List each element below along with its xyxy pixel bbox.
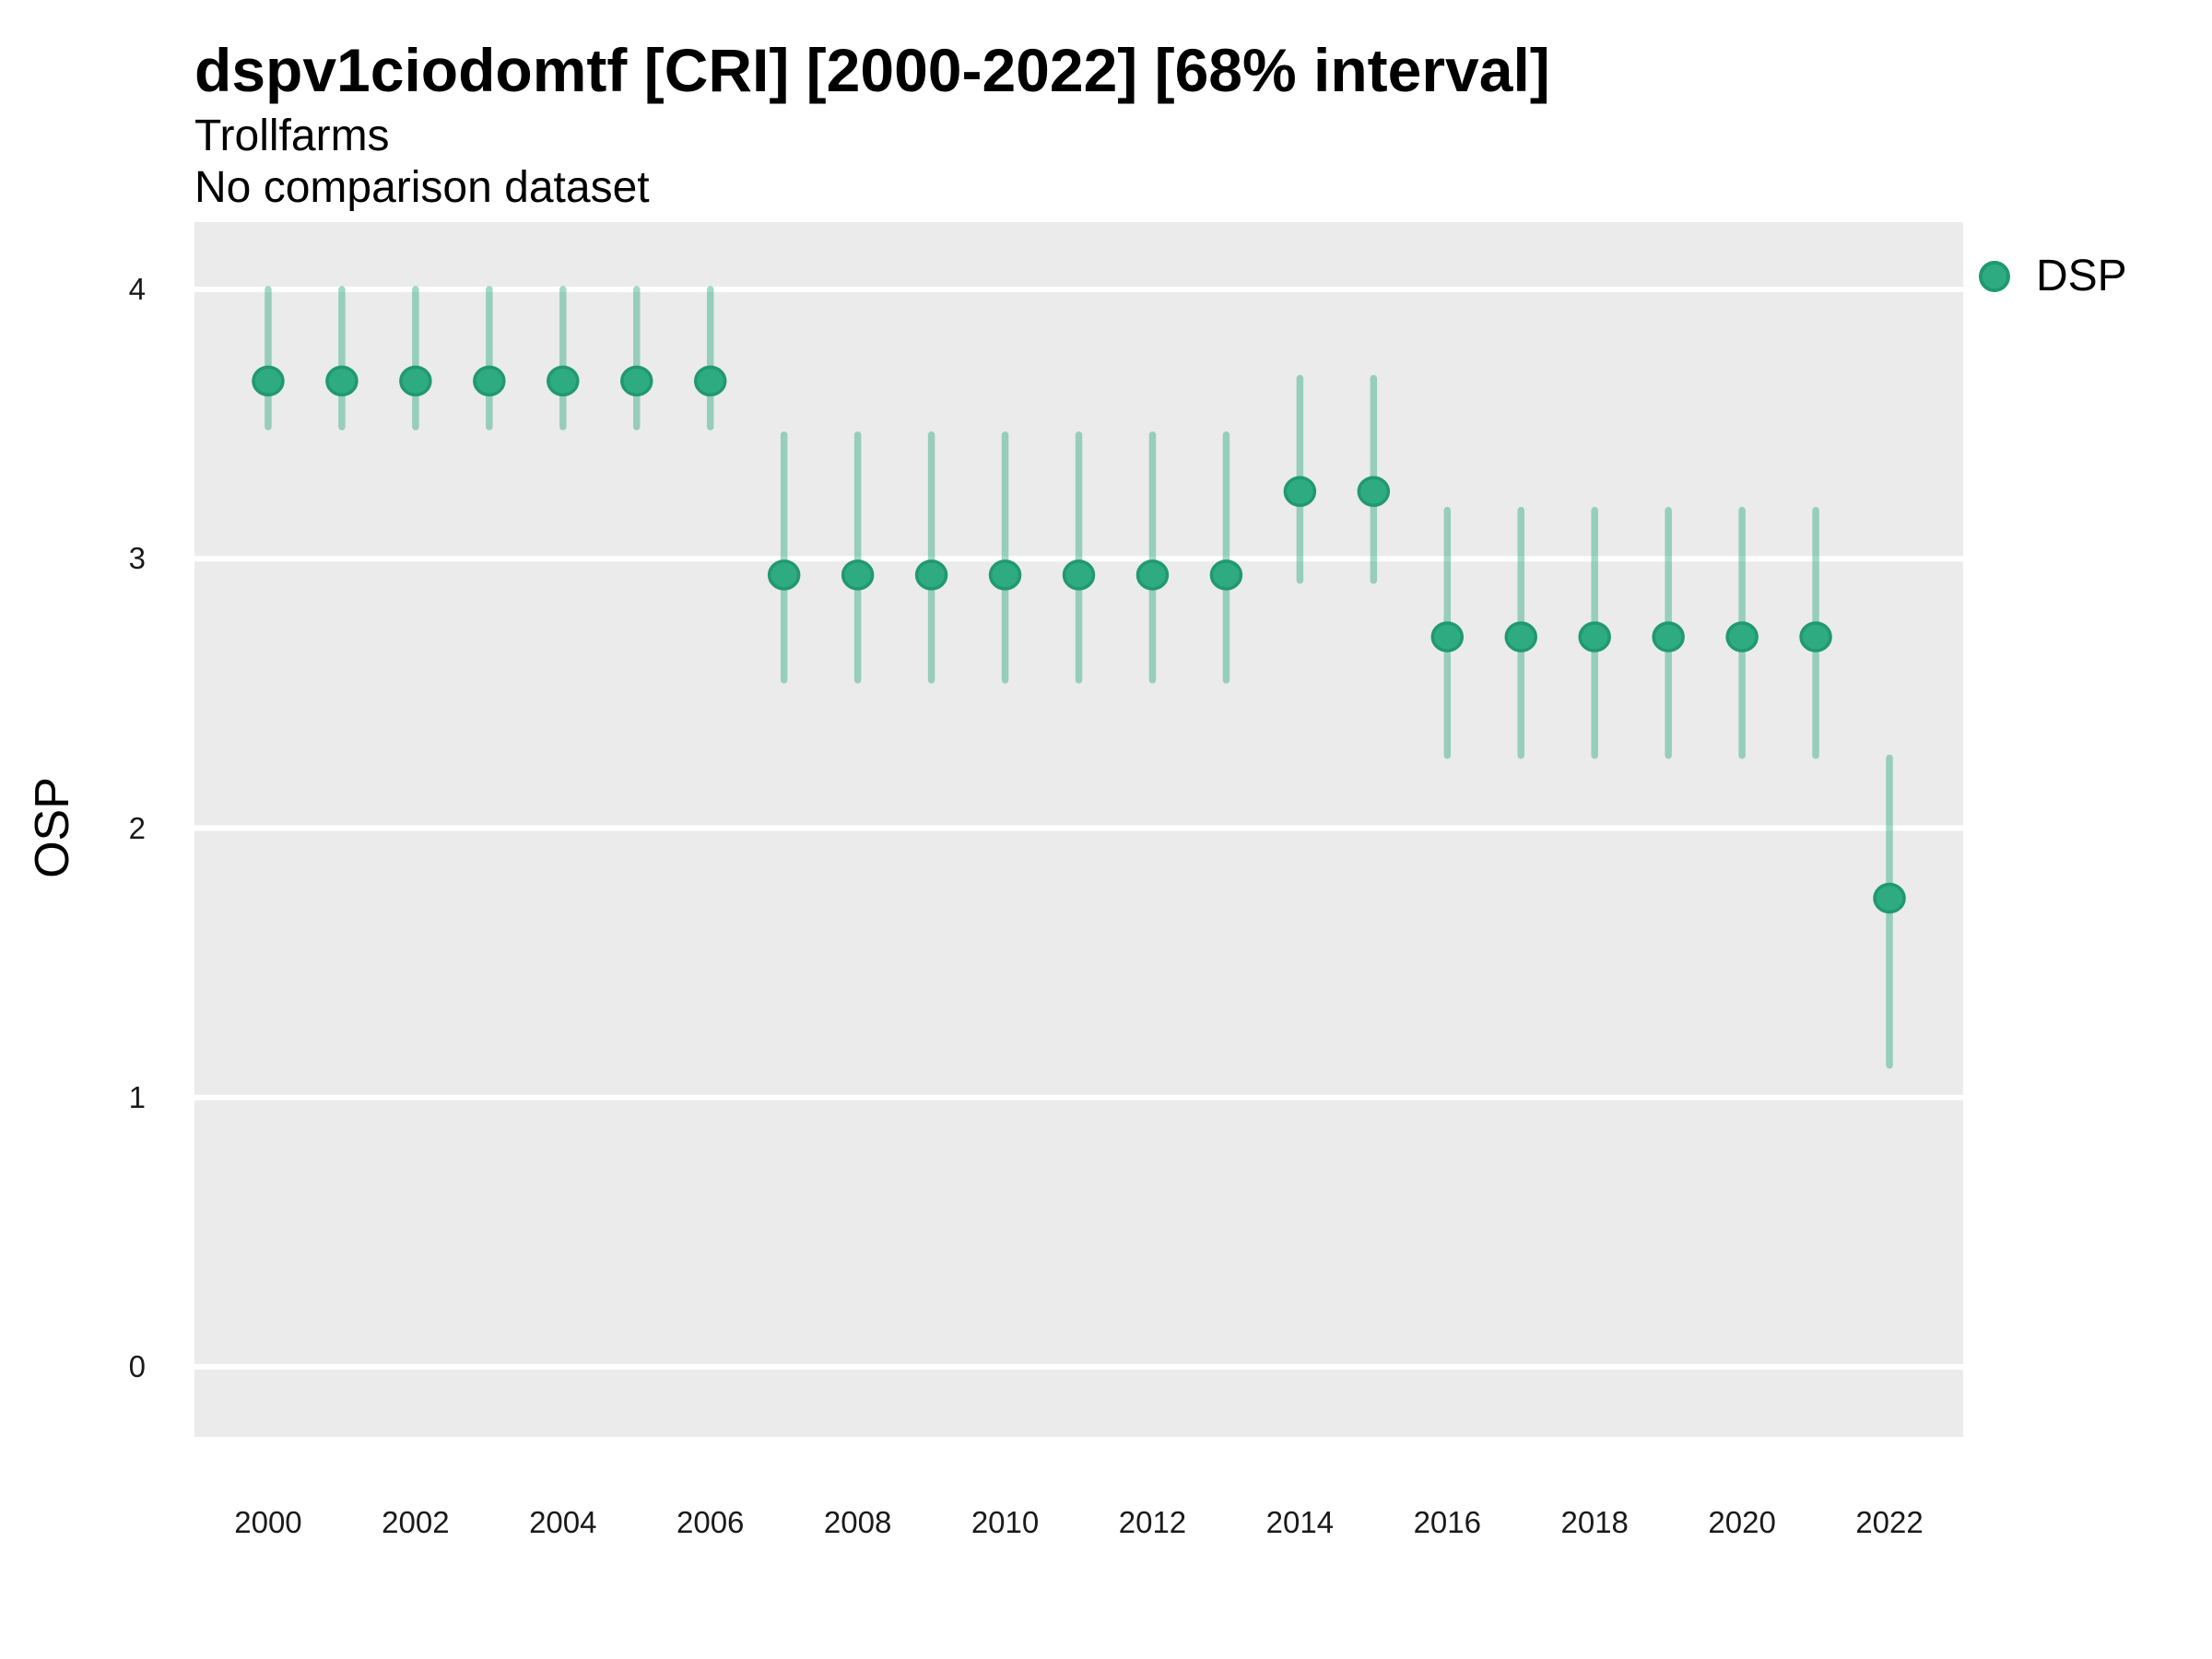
x-tick-label-2006: 2006 [676, 1505, 745, 1539]
data-point-2022 [1873, 882, 1906, 914]
data-point-2003 [473, 365, 506, 397]
y-tick-label-1: 1 [128, 1079, 146, 1114]
x-tick-label-2000: 2000 [234, 1505, 302, 1539]
data-point-2017 [1504, 621, 1537, 653]
data-point-2004 [547, 365, 580, 397]
data-point-2007 [767, 559, 801, 591]
data-point-2015 [1357, 476, 1391, 507]
data-point-2010 [988, 559, 1022, 591]
x-tick-label-2012: 2012 [1118, 1505, 1187, 1539]
data-point-2001 [325, 365, 359, 397]
data-point-2014 [1283, 476, 1317, 507]
data-point-2013 [1209, 559, 1243, 591]
y-tick-label-4: 4 [128, 272, 146, 307]
data-point-2016 [1430, 621, 1465, 653]
legend-point-icon [1979, 261, 2010, 292]
x-tick-label-2018: 2018 [1560, 1505, 1629, 1539]
x-tick-label-2008: 2008 [823, 1505, 892, 1539]
y-tick-label-3: 3 [128, 541, 146, 576]
x-tick-label-2020: 2020 [1708, 1505, 1776, 1539]
data-point-2009 [914, 559, 948, 591]
data-point-2011 [1062, 559, 1096, 591]
data-point-2002 [399, 365, 432, 397]
chart-subtitle: Trollfarms [194, 112, 390, 160]
chart-title: dspv1ciodomtf [CRI] [2000-2022] [68% int… [194, 36, 1550, 104]
data-point-2008 [841, 559, 875, 591]
plot-panel [194, 222, 1963, 1437]
data-point-2018 [1578, 621, 1611, 653]
data-point-2000 [252, 365, 285, 397]
y-tick-label-0: 0 [128, 1349, 146, 1384]
legend: DSP [1979, 245, 2127, 308]
x-tick-label-2010: 2010 [971, 1505, 1040, 1539]
comparison-note: No comparison dataset [194, 163, 650, 212]
legend-label: DSP [2036, 252, 2127, 300]
x-tick-label-2014: 2014 [1265, 1505, 1335, 1539]
x-tick-label-2016: 2016 [1413, 1505, 1481, 1539]
y-tick-label-2: 2 [128, 810, 146, 845]
x-tick-label-2002: 2002 [382, 1505, 450, 1539]
x-tick-label-2004: 2004 [529, 1505, 597, 1539]
data-point-2019 [1652, 621, 1685, 653]
data-point-2021 [1799, 621, 1832, 653]
data-point-2005 [620, 365, 653, 397]
data-point-2006 [693, 365, 727, 397]
x-tick-label-2022: 2022 [1855, 1505, 1924, 1539]
plot-area-svg [194, 286, 1963, 1371]
data-point-2012 [1135, 559, 1170, 591]
data-point-2020 [1725, 621, 1759, 653]
